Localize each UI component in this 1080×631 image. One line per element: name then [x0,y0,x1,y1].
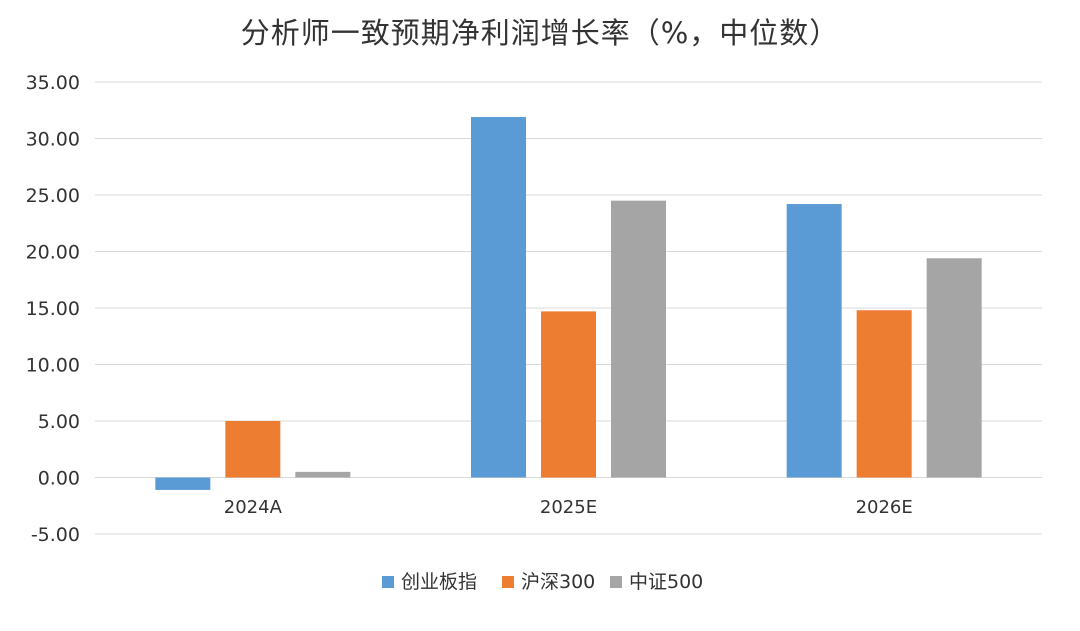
y-tick-label: 0.00 [38,468,80,490]
bar-3-2024A [295,471,351,478]
y-tick-label: 35.00 [26,72,80,94]
y-axis-ticks: 35.00 30.00 25.00 20.00 15.00 10.00 5.00 0.00 -5… [26,72,80,546]
y-tick-label: 25.00 [26,185,80,207]
y-tick-label: 5.00 [38,411,80,433]
bar-2-2024A [225,421,281,478]
legend-label: 沪深300 [521,571,595,593]
x-axis-ticks: 2024A 2025E 2026E [224,497,913,518]
x-tick-label: 2026E [856,497,913,518]
y-tick-label: 30.00 [26,129,80,151]
legend-swatch [610,576,622,588]
y-tick-label: 10.00 [26,355,80,377]
bar-2-2025E [541,311,596,478]
bar-1-2026E [786,204,842,478]
x-tick-label: 2024A [224,497,283,518]
y-tick-label: -5.00 [31,524,80,546]
y-tick-label: 15.00 [26,298,80,320]
bar-3-2025E [611,200,666,478]
bar-1-2025E [471,117,526,478]
x-tick-label: 2025E [540,497,597,518]
legend-label: 中证500 [629,571,703,593]
legend-swatch [382,576,394,588]
legend-label: 创业板指 [401,571,477,593]
chart-title: 分析师一致预期净利润增长率（%，中位数） [240,16,840,50]
bar-3-2026E [926,258,982,478]
bars [155,117,982,490]
legend-swatch [502,576,514,588]
bar-2-2026E [856,310,912,478]
bar-1-2024A [155,477,211,490]
legend: 创业板指 沪深300 中证500 [382,571,703,593]
y-tick-label: 20.00 [26,242,80,264]
